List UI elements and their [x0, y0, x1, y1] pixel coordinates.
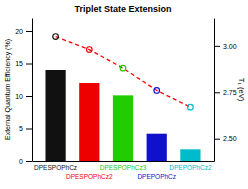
- bar: [45, 70, 65, 161]
- y-tick: 15: [15, 60, 32, 67]
- y-tick-mark: [26, 129, 32, 130]
- title: Triplet State Extension: [74, 4, 171, 14]
- bar: [79, 83, 99, 161]
- marker-series: [53, 34, 193, 110]
- x-tick: DPEPOPhCz2: [169, 164, 212, 171]
- x-tick: DPESPOPhCz: [34, 164, 77, 171]
- y-tick: 0: [19, 158, 32, 165]
- x-tick-label: DPEPOPhCz2: [169, 164, 212, 171]
- y2-tick-label: 2.50: [223, 135, 237, 142]
- y-tick-mark: [26, 64, 32, 65]
- y-tick: 5: [19, 125, 32, 132]
- y-tick-label: 0: [19, 158, 23, 165]
- plot-area: 051015202.502.753.00DPESPOPhCzDPESPOPhCz…: [15, 19, 237, 180]
- y-axis: 0 5 10 15 20: [15, 19, 32, 165]
- y2-tick: 3.00: [214, 43, 237, 50]
- y-tick-label: 15: [15, 60, 23, 67]
- y2-tick-mark: [214, 92, 220, 93]
- marker: [53, 34, 59, 40]
- y-tick: 10: [15, 93, 32, 100]
- y2-tick-mark: [214, 139, 220, 140]
- marker: [120, 65, 126, 71]
- bar: [113, 95, 133, 161]
- x-tick-label: DPEPOPhCz: [137, 173, 176, 180]
- y2-axis-line: [214, 19, 215, 162]
- y2-axis-title: T₁ (eV): [237, 78, 246, 102]
- chart-svg: 051015202.502.753.00DPESPOPhCzDPESPOPhCz…: [0, 0, 248, 189]
- y-tick-label: 10: [15, 93, 23, 100]
- y-tick: 20: [15, 28, 32, 35]
- x-tick-label: DPESPOPhCz: [34, 164, 77, 171]
- marks: [45, 34, 200, 161]
- x-tick: DPESPOPhCz2: [66, 173, 113, 180]
- bar: [180, 149, 200, 161]
- y-axis-title: External Quantum Efficiency (%): [4, 39, 12, 140]
- marker: [188, 104, 194, 110]
- x-axis-line: [33, 161, 215, 162]
- chart-container: 051015202.502.753.00DPESPOPhCzDPESPOPhCz…: [0, 0, 248, 189]
- y-tick-label: 20: [15, 28, 23, 35]
- bar: [147, 134, 167, 161]
- y-tick-mark: [26, 161, 32, 162]
- y2-tick: 2.75: [214, 89, 237, 96]
- marker: [86, 47, 92, 53]
- line: [56, 37, 191, 108]
- x-axis: DPESPOPhCz DPESPOPhCz2 DPESPOPhCz3 DPEPOPhC…: [33, 162, 215, 180]
- y2-tick-label: 2.75: [223, 89, 237, 96]
- x-tick: DPESPOPhCz3: [100, 164, 147, 171]
- y-tick-label: 5: [19, 125, 23, 132]
- y2-tick: 2.50: [214, 135, 237, 142]
- y2-axis: 2.50 2.75 3.00: [214, 19, 237, 162]
- x-tick: DPEPOPhCz: [137, 173, 176, 180]
- x-tick-label: DPESPOPhCz2: [66, 173, 113, 180]
- marker: [154, 88, 160, 94]
- y2-tick-label: 3.00: [223, 43, 237, 50]
- y-tick-mark: [26, 96, 32, 97]
- y2-tick-mark: [214, 46, 220, 47]
- y-tick-mark: [26, 31, 32, 32]
- bar-series: [45, 70, 200, 161]
- y-axis-line: [32, 19, 33, 162]
- x-tick-label: DPESPOPhCz3: [100, 164, 147, 171]
